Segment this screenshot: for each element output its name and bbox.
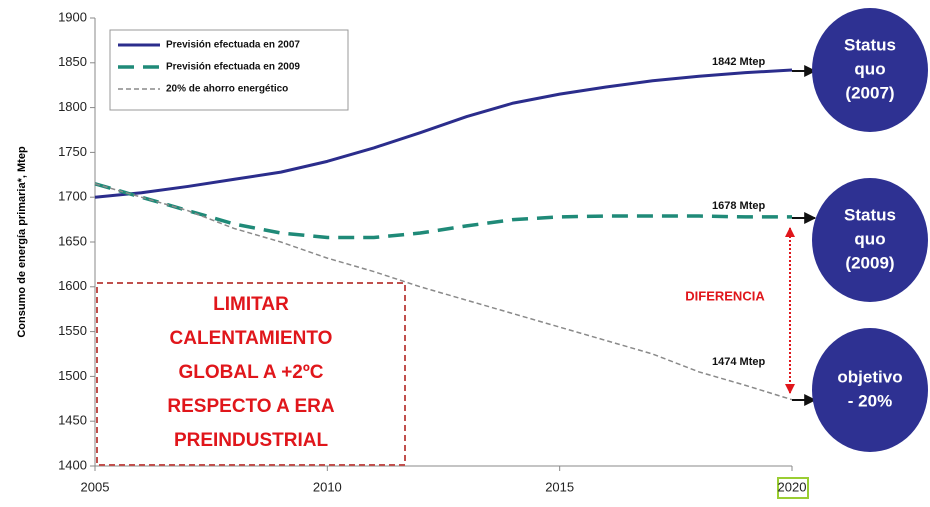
callout-text: LIMITAR CALENTAMIENTO GLOBAL A +2ºC RESPECT… (167, 294, 334, 451)
x-tick-label: 2010 (313, 479, 342, 494)
y-tick-label: 1550 (58, 323, 87, 338)
annotation: 1474 Mtep (712, 356, 765, 368)
line-series (94, 68, 793, 199)
legend-label: Previsión efectuada en 2007 (166, 40, 300, 51)
callout-line: GLOBAL A +2ºC (178, 362, 323, 383)
y-tick-label: 1900 (58, 9, 87, 24)
line-series (94, 182, 792, 240)
annotation: 1842 Mtep (712, 56, 765, 68)
bubble (812, 178, 928, 302)
legend-label: Previsión efectuada en 2009 (166, 62, 300, 73)
x-tick-label: 2005 (81, 479, 110, 494)
bubble (812, 328, 928, 452)
y-tick-label: 1850 (58, 54, 87, 69)
bubble-line: Status (844, 35, 896, 54)
y-tick-label: 1700 (58, 189, 87, 204)
bubble-line: quo (854, 229, 885, 248)
legend-label: 20% de ahorro energético (166, 84, 288, 95)
y-tick-label: 1750 (58, 144, 87, 159)
y-tick-label: 1800 (58, 99, 87, 114)
highlight-box (777, 477, 809, 499)
y-tick-label: 1500 (58, 368, 87, 383)
bubble-line: (2007) (845, 83, 894, 102)
x-tick-label: 2015 (545, 479, 574, 494)
x-tick-label: 2020 (778, 479, 807, 494)
legend (109, 29, 349, 111)
annotation: DIFERENCIA (685, 288, 765, 303)
bubble-line: Status (844, 205, 896, 224)
y-tick-label: 1600 (58, 278, 87, 293)
y-tick-label: 1650 (58, 233, 87, 248)
bubble-line: (2009) (845, 253, 894, 272)
callout-line: LIMITAR (213, 294, 289, 315)
bubble-line: objetivo (837, 367, 902, 386)
bubble (812, 8, 928, 132)
lines (94, 68, 793, 401)
y-axis-label: Consumo de energía primaria*, Mtep (16, 146, 28, 338)
callout-box (96, 282, 406, 466)
bubble-text: Status quo (2007) Status quo (2009) objetivo - … (837, 35, 902, 410)
y-tick-label: 1400 (58, 457, 87, 472)
bubble-line: - 20% (848, 391, 892, 410)
legend-items: Previsión efectuada en 2007 Previsión efe… (118, 40, 300, 95)
y-tick-label: 1450 (58, 413, 87, 428)
callout-line: CALENTAMIENTO (170, 328, 333, 349)
bubble-line: quo (854, 59, 885, 78)
callout-line: PREINDUSTRIAL (174, 430, 329, 451)
annotation: 1678 Mtep (712, 200, 765, 212)
axes: 1400 1450 1500 1550 1600 1650 1700 1750 1800 1850… (58, 9, 806, 494)
callout-line: RESPECTO A ERA (167, 396, 334, 417)
line-series (94, 183, 793, 401)
